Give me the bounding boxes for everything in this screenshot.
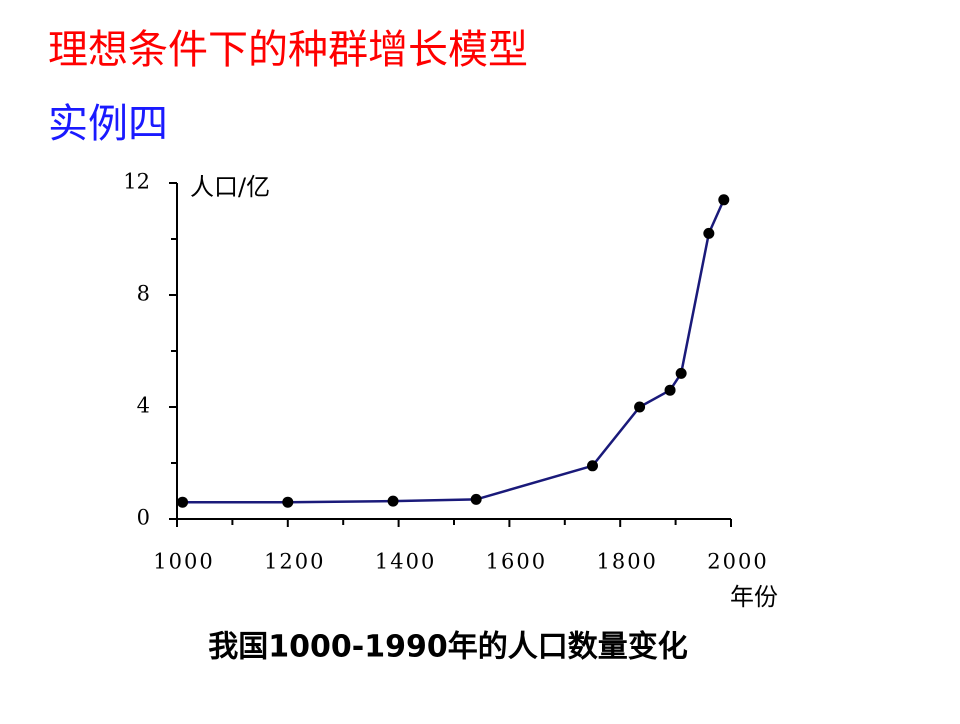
slide-subtitle: 实例四 (48, 101, 168, 147)
data-point (282, 496, 294, 508)
data-point (634, 401, 646, 413)
x-tick-label: 1000 (153, 550, 214, 574)
data-point (664, 384, 676, 396)
x-tick-label: 1200 (264, 550, 325, 574)
data-point (387, 495, 399, 507)
slide-title: 理想条件下的种群增长模型 (48, 27, 528, 73)
x-tick-label: 1600 (486, 550, 547, 574)
data-point (587, 460, 598, 472)
data-point (470, 493, 482, 505)
x-tick-label: 1400 (375, 550, 436, 574)
x-tick-label: 1800 (596, 550, 657, 574)
chart-title: 我国1000-1990年的人口数量变化 (208, 630, 687, 665)
x-axis-label: 年份 (730, 583, 778, 611)
y-tick-label: 0 (137, 506, 150, 530)
y-axis-label: 人口/亿 (190, 173, 270, 201)
x-tick-label: 2000 (707, 550, 768, 574)
y-tick-label: 12 (123, 170, 150, 194)
data-line (182, 199, 725, 504)
data-point (675, 367, 687, 379)
data-point (718, 194, 730, 206)
data-point (703, 227, 715, 239)
y-tick-label: 4 (137, 394, 150, 418)
data-point (177, 496, 189, 508)
y-tick-label: 8 (137, 282, 150, 306)
